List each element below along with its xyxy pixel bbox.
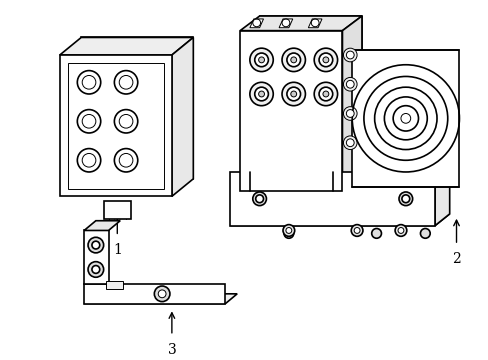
Polygon shape — [60, 37, 193, 55]
Polygon shape — [171, 37, 193, 196]
Circle shape — [318, 87, 332, 101]
Polygon shape — [84, 221, 120, 230]
Circle shape — [252, 192, 266, 206]
Circle shape — [371, 229, 381, 238]
Circle shape — [92, 241, 100, 249]
Text: 2: 2 — [451, 252, 460, 266]
Circle shape — [283, 225, 294, 236]
Polygon shape — [105, 281, 123, 289]
Circle shape — [284, 229, 293, 238]
Circle shape — [290, 57, 296, 63]
Polygon shape — [84, 294, 237, 303]
Circle shape — [282, 82, 305, 106]
Circle shape — [343, 107, 356, 120]
Circle shape — [258, 57, 264, 63]
Circle shape — [92, 266, 100, 273]
Circle shape — [346, 139, 353, 147]
Circle shape — [254, 87, 268, 101]
Circle shape — [343, 48, 356, 62]
Circle shape — [254, 53, 268, 67]
Circle shape — [286, 53, 300, 67]
Circle shape — [420, 229, 429, 238]
Circle shape — [350, 225, 362, 236]
Circle shape — [322, 91, 328, 97]
Circle shape — [343, 77, 356, 91]
Circle shape — [255, 195, 263, 203]
Polygon shape — [103, 201, 131, 219]
Circle shape — [318, 53, 332, 67]
Circle shape — [398, 192, 412, 206]
Circle shape — [286, 87, 300, 101]
Polygon shape — [240, 31, 342, 192]
Bar — [67, 63, 164, 189]
Polygon shape — [84, 284, 225, 303]
Text: 1: 1 — [113, 243, 122, 257]
Circle shape — [285, 228, 291, 233]
Polygon shape — [308, 19, 321, 28]
Polygon shape — [259, 16, 361, 177]
Polygon shape — [60, 55, 171, 196]
Polygon shape — [230, 214, 449, 226]
Polygon shape — [279, 19, 292, 28]
Polygon shape — [249, 19, 263, 28]
Circle shape — [88, 262, 103, 277]
Polygon shape — [351, 50, 459, 186]
Text: 3: 3 — [167, 343, 176, 356]
Polygon shape — [342, 16, 361, 192]
Circle shape — [346, 80, 353, 88]
Circle shape — [346, 109, 353, 117]
Polygon shape — [230, 172, 434, 226]
Circle shape — [158, 290, 166, 298]
Circle shape — [249, 48, 273, 72]
Circle shape — [314, 48, 337, 72]
Circle shape — [314, 82, 337, 106]
Circle shape — [397, 228, 403, 233]
Circle shape — [343, 136, 356, 149]
Circle shape — [346, 51, 353, 59]
Polygon shape — [81, 37, 193, 179]
Circle shape — [322, 57, 328, 63]
Circle shape — [258, 91, 264, 97]
Polygon shape — [84, 230, 108, 284]
Circle shape — [353, 228, 359, 233]
Circle shape — [88, 237, 103, 253]
Circle shape — [290, 91, 296, 97]
Circle shape — [282, 48, 305, 72]
Polygon shape — [240, 16, 361, 31]
Polygon shape — [434, 160, 449, 226]
Circle shape — [394, 225, 406, 236]
Circle shape — [249, 82, 273, 106]
Circle shape — [154, 286, 170, 302]
Circle shape — [401, 195, 409, 203]
